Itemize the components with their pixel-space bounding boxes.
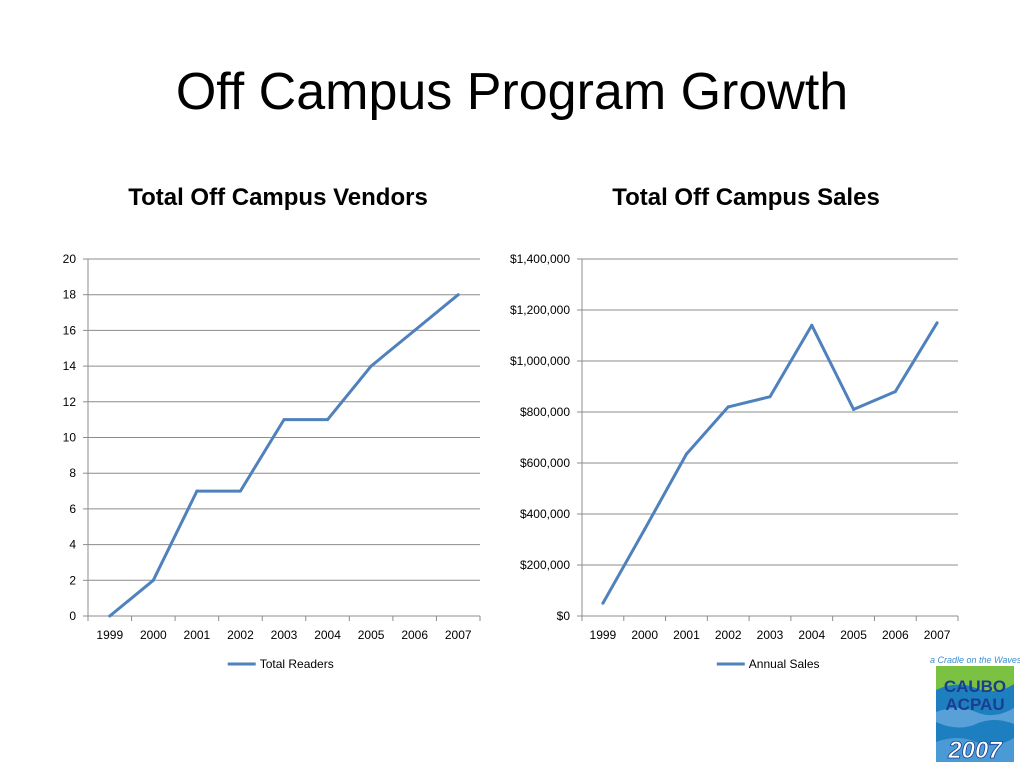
sales-legend-label: Annual Sales xyxy=(749,657,820,671)
vendors-data-point xyxy=(369,364,373,368)
vendors-y-tick-label: 18 xyxy=(63,288,77,302)
vendors-y-tick-label: 14 xyxy=(63,359,77,373)
sales-x-tick-label: 2000 xyxy=(631,628,658,642)
vendors-x-tick-label: 2002 xyxy=(227,628,254,642)
sales-data-point xyxy=(852,407,856,411)
sales-data-point xyxy=(768,395,772,399)
vendors-y-tick-label: 16 xyxy=(63,323,77,337)
sales-data-point xyxy=(643,527,647,531)
chart-title-vendors: Total Off Campus Vendors xyxy=(128,184,428,211)
slide-title: Off Campus Program Growth xyxy=(175,63,849,121)
vendors-x-tick-label: 2007 xyxy=(445,628,472,642)
sales-y-tick-label: $0 xyxy=(557,609,571,623)
vendors-x-tick-label: 2006 xyxy=(401,628,428,642)
sales-y-tick-label: $1,200,000 xyxy=(510,303,570,317)
vendors-data-point xyxy=(326,418,330,422)
sales-x-tick-label: 2004 xyxy=(798,628,825,642)
vendors-data-point xyxy=(282,418,286,422)
sales-x-tick-label: 2006 xyxy=(882,628,909,642)
vendors-x-tick-label: 2003 xyxy=(271,628,298,642)
sales-x-tick-label: 1999 xyxy=(590,628,617,642)
sales-x-tick-label: 2002 xyxy=(715,628,742,642)
sales-data-point xyxy=(684,452,688,456)
vendors-data-point xyxy=(195,489,199,493)
sales-y-tick-label: $800,000 xyxy=(520,405,570,419)
vendors-x-tick-label: 2000 xyxy=(140,628,167,642)
vendors-x-tick-label: 2004 xyxy=(314,628,341,642)
chart-title-sales: Total Off Campus Sales xyxy=(612,184,880,211)
sales-y-tick-label: $1,000,000 xyxy=(510,354,570,368)
sales-x-tick-label: 2003 xyxy=(757,628,784,642)
sales-data-point xyxy=(810,323,814,327)
sales-data-point xyxy=(893,390,897,394)
vendors-y-tick-label: 4 xyxy=(69,538,76,552)
vendors-x-tick-label: 1999 xyxy=(96,628,123,642)
vendors-data-point xyxy=(238,489,242,493)
vendors-y-tick-label: 10 xyxy=(63,431,77,445)
sales-data-point xyxy=(726,405,730,409)
logo-tagline: a Cradle on the Waves xyxy=(930,655,1020,665)
logo-line2: ACPAU xyxy=(945,695,1004,714)
logo-line1: CAUBO xyxy=(944,677,1006,696)
vendors-y-tick-label: 0 xyxy=(69,609,76,623)
sales-y-tick-label: $1,400,000 xyxy=(510,252,570,266)
sales-y-tick-label: $400,000 xyxy=(520,507,570,521)
vendors-x-tick-label: 2005 xyxy=(358,628,385,642)
sales-x-tick-label: 2001 xyxy=(673,628,700,642)
vendors-y-tick-label: 6 xyxy=(69,502,76,516)
vendors-y-tick-label: 2 xyxy=(69,573,76,587)
sales-y-tick-label: $600,000 xyxy=(520,456,570,470)
vendors-x-tick-label: 2001 xyxy=(184,628,211,642)
vendors-y-tick-label: 12 xyxy=(63,395,77,409)
vendors-y-tick-label: 8 xyxy=(69,466,76,480)
sales-data-point xyxy=(601,601,605,605)
vendors-y-tick-label: 20 xyxy=(63,252,77,266)
sales-data-point xyxy=(935,321,939,325)
vendors-legend-label: Total Readers xyxy=(260,657,334,671)
vendors-data-point xyxy=(151,578,155,582)
sales-y-tick-label: $200,000 xyxy=(520,558,570,572)
sales-x-tick-label: 2007 xyxy=(924,628,951,642)
vendors-series-line xyxy=(108,293,460,618)
vendors-data-point xyxy=(108,614,112,618)
logo-year: 2007 xyxy=(947,737,1003,762)
caubo-acpau-logo: a Cradle on the Waves CAUBO ACPAU 2007 xyxy=(930,655,1020,762)
sales-x-tick-label: 2005 xyxy=(840,628,867,642)
vendors-data-point xyxy=(456,293,460,297)
vendors-data-point xyxy=(413,328,417,332)
